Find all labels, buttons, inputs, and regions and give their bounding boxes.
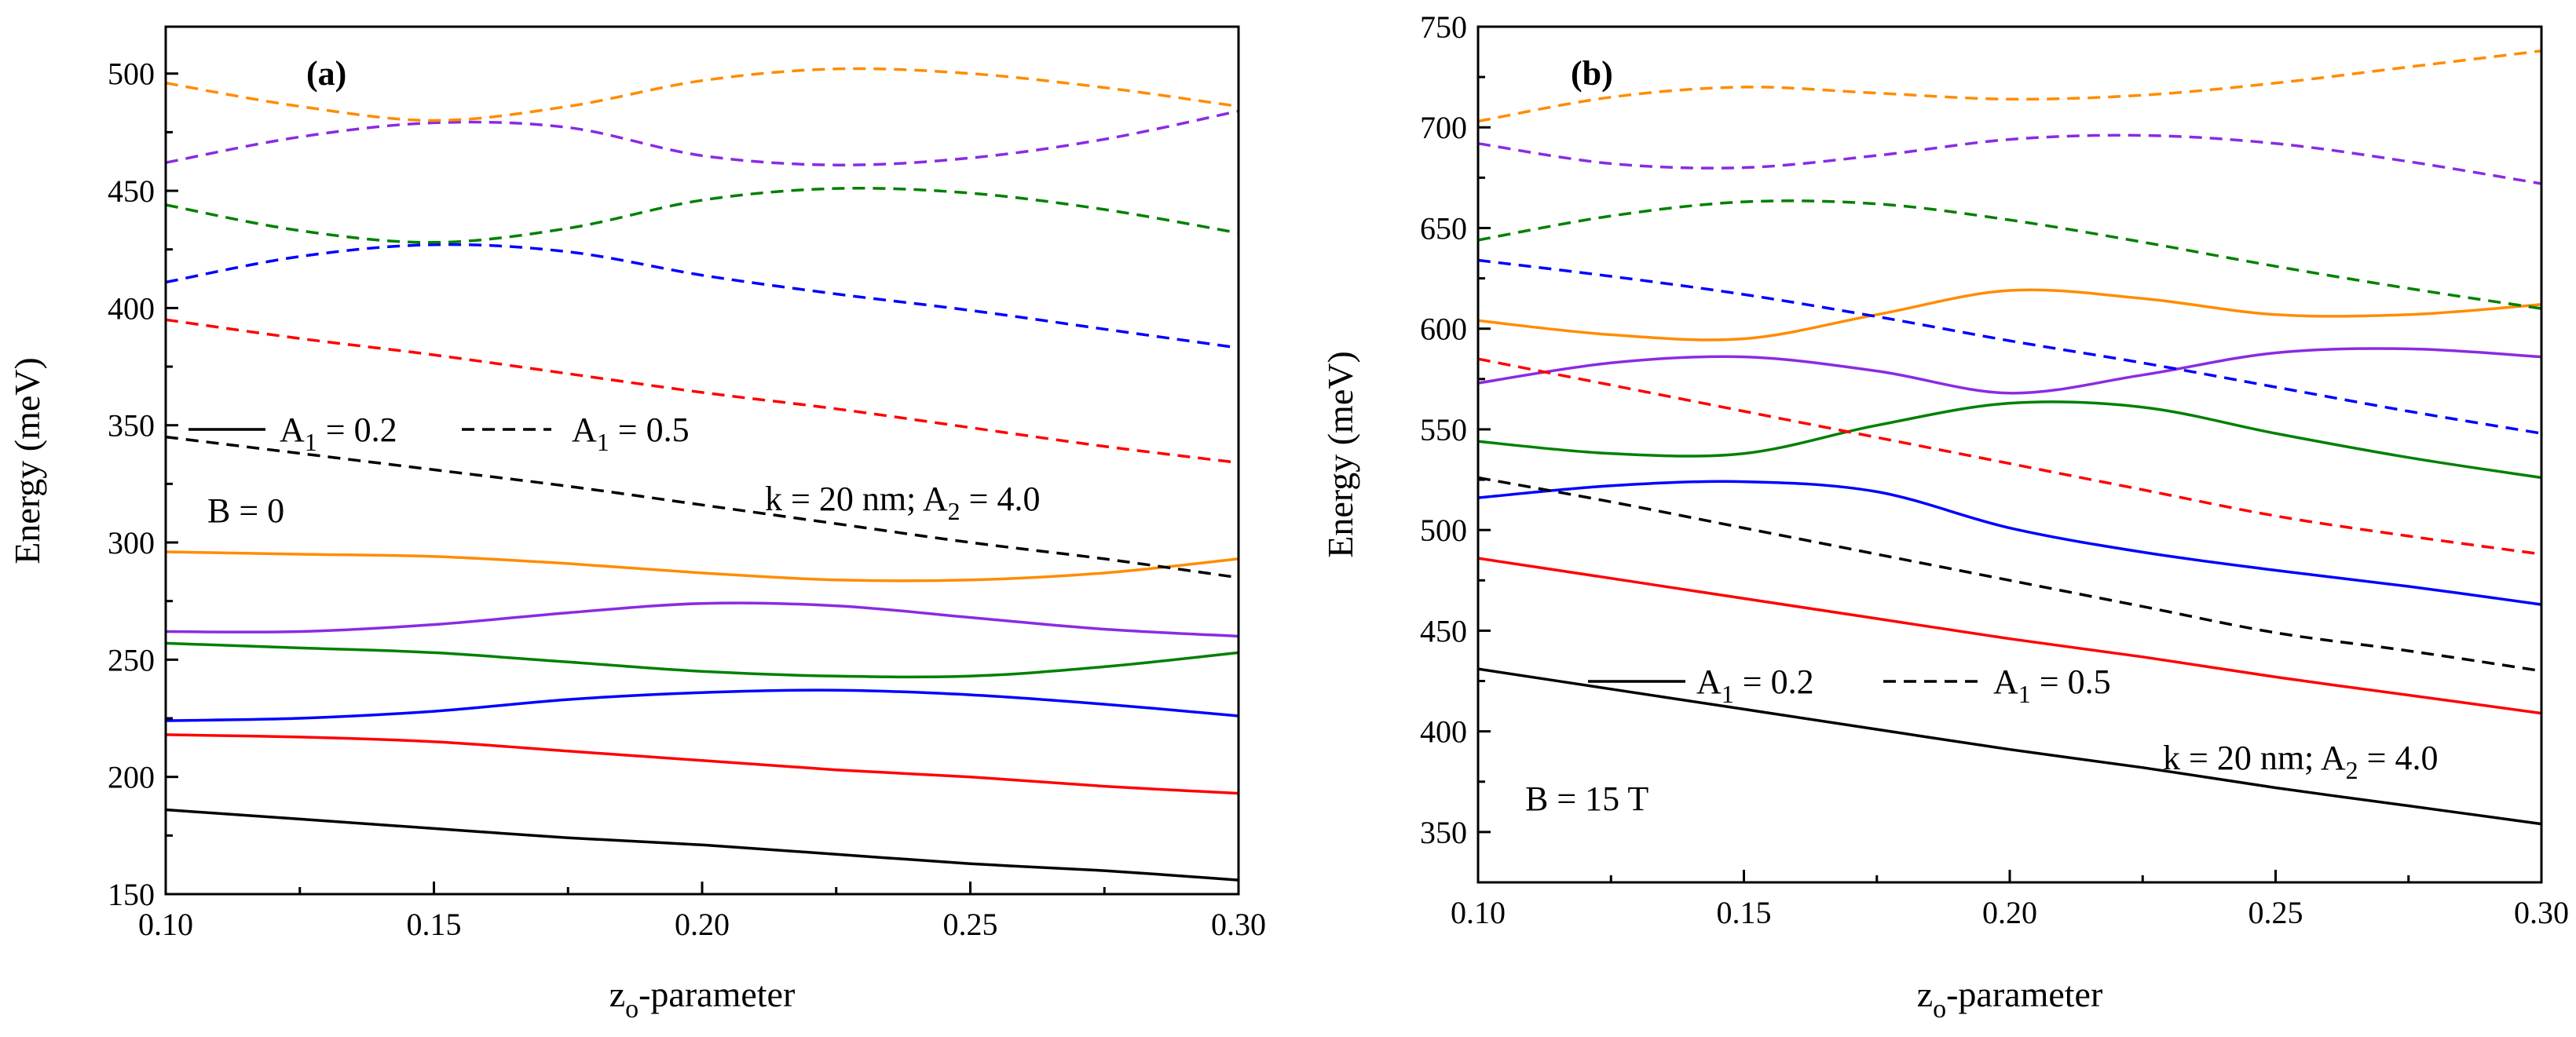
panel-a-series-dashed-orange — [165, 67, 1239, 122]
panel-a-label: (a) — [306, 54, 346, 93]
panel-b-params-post: = 4.0 — [2358, 739, 2439, 777]
panel-a-series-solid-red — [165, 733, 1239, 795]
panel-a-params-sub: 2 — [948, 497, 961, 525]
panel-b-series-dashed-orange — [1477, 49, 2542, 123]
panel-a-legend-solid-pre: A — [280, 411, 305, 449]
panel-a-params-pre: k = 20 nm; A — [765, 480, 948, 518]
panel-a-xlabel-rest: -parameter — [639, 974, 795, 1014]
panel-b-xtick-label: 0.30 — [2514, 895, 2569, 930]
panel-a-series-dashed-blue — [165, 243, 1239, 349]
panel-b-ylabel: Energy (meV) — [1320, 351, 1360, 558]
panel-b-series-solid-black — [1477, 667, 2542, 826]
panel-b-series-dashed-red — [1477, 357, 2542, 556]
panel-b-legend-dashed-pre: A — [1993, 663, 2018, 701]
panel-b-legend-solid-sub: 1 — [1722, 680, 1734, 708]
panel-a-legend-dashed-post: = 0.5 — [609, 411, 690, 449]
panel-b-xtick-label: 0.10 — [1451, 895, 1506, 930]
panel-b-legend-solid-pre: A — [1696, 663, 1722, 701]
panel-a-xtick-label: 0.30 — [1211, 907, 1266, 942]
panel-a-ytick-label: 450 — [108, 173, 155, 209]
panel-b-series-dashed-black — [1477, 476, 2542, 673]
panel-b-ticks: 0.10 0.15 0.20 0.25 0.30 350 400 450 500 550 600 65… — [1420, 9, 2569, 930]
panel-a-series-dashed-black — [165, 435, 1239, 579]
panel-b-ytick-label: 650 — [1420, 210, 1467, 246]
panel-a-series-solid-black — [165, 808, 1239, 882]
panel-a-xtick-label: 0.10 — [138, 907, 193, 942]
panel-b-label: (b) — [1571, 54, 1613, 93]
panel-b-ytick-label: 550 — [1420, 412, 1467, 447]
panel-b-legend-solid-post: = 0.2 — [1734, 663, 1814, 701]
panel-b-params-pre: k = 20 nm; A — [2163, 739, 2346, 777]
panel-b-field-annotation: B = 15 T — [1525, 780, 1648, 818]
panel-a-xtick-label: 0.20 — [675, 907, 730, 942]
panel-b-series-solid-green — [1477, 400, 2542, 480]
panel-b: 0.10 0.15 0.20 0.25 0.30 350 400 450 500 550 600 65… — [1320, 9, 2569, 1024]
panel-a-series-solid-orange — [165, 550, 1239, 582]
panel-b-legend-solid-label: A1 = 0.2 — [1696, 663, 1814, 708]
panel-b-plot-area — [1477, 49, 2542, 826]
panel-a-xlabel-main: z — [609, 974, 625, 1014]
panel-b-series-dashed-green — [1477, 199, 2542, 310]
panel-a-params-post: = 4.0 — [961, 480, 1041, 518]
panel-a-series-dashed-violet — [165, 109, 1239, 166]
panel-a-xlabel: zo-parameter — [609, 974, 796, 1024]
panel-a-ytick-label: 500 — [108, 57, 155, 92]
panel-b-ytick-label: 450 — [1420, 613, 1467, 648]
panel-b-legend-dashed-label: A1 = 0.5 — [1993, 663, 2111, 708]
panel-a-field-annotation: B = 0 — [207, 491, 284, 530]
panel-a-legend-solid-sub: 1 — [305, 428, 317, 456]
panel-b-ytick-label: 400 — [1420, 714, 1467, 750]
panel-a-ytick-label: 300 — [108, 525, 155, 560]
panel-b-ytick-label: 600 — [1420, 312, 1467, 347]
panel-a-legend-dashed-label: A1 = 0.5 — [572, 411, 690, 456]
panel-b-ytick-label: 350 — [1420, 815, 1467, 850]
panel-b-series-solid-blue — [1477, 480, 2542, 606]
panel-b-xtick-label: 0.15 — [1717, 895, 1772, 930]
panel-a: 0.10 0.15 0.20 0.25 0.30 150 200 250 300 350 400 45… — [7, 25, 1266, 1024]
panel-a-series-solid-blue — [165, 688, 1239, 722]
panel-a-ytick-label: 200 — [108, 760, 155, 795]
panel-a-xlabel-sub: o — [625, 995, 639, 1024]
panel-a-ytick-label: 250 — [108, 642, 155, 677]
panel-a-ticks: 0.10 0.15 0.20 0.25 0.30 150 200 250 300 350 400 45… — [108, 57, 1266, 942]
panel-b-xtick-label: 0.20 — [1982, 895, 2037, 930]
panel-b-series-dashed-violet — [1477, 133, 2542, 185]
panel-a-ytick-label: 350 — [108, 408, 155, 444]
panel-b-series-solid-violet — [1477, 347, 2542, 395]
panel-a-ytick-label: 150 — [108, 877, 155, 912]
panel-a-legend-dashed-sub: 1 — [597, 428, 609, 456]
panel-b-params-annotation: k = 20 nm; A2 = 4.0 — [2163, 739, 2438, 784]
panel-b-params-sub: 2 — [2346, 756, 2358, 784]
panel-b-xlabel-rest: -parameter — [1946, 974, 2102, 1014]
panel-a-series-dashed-green — [165, 186, 1239, 244]
panel-a-ylabel: Energy (meV) — [7, 357, 47, 564]
panel-a-legend-solid-post: = 0.2 — [317, 411, 397, 449]
panel-a-xtick-label: 0.15 — [407, 907, 462, 942]
panel-a-plot-area — [165, 67, 1239, 882]
panel-b-series-solid-orange — [1477, 288, 2542, 341]
panel-b-series-dashed-blue — [1477, 258, 2542, 435]
panel-a-xtick-label: 0.25 — [943, 907, 998, 942]
panel-b-ytick-label: 500 — [1420, 513, 1467, 548]
panel-b-xlabel-sub: o — [1933, 995, 1946, 1024]
panel-b-legend-dashed-post: = 0.5 — [2031, 663, 2111, 701]
panel-b-series-solid-red — [1477, 557, 2542, 715]
panel-a-legend-dashed-pre: A — [572, 411, 597, 449]
panel-a-series-solid-violet — [165, 601, 1239, 638]
panel-a-series-solid-green — [165, 641, 1239, 679]
panel-a-ytick-label: 400 — [108, 290, 155, 326]
panel-b-xlabel-main: z — [1917, 974, 1933, 1014]
panel-b-xlabel: zo-parameter — [1917, 974, 2103, 1024]
panel-b-ytick-label: 700 — [1420, 110, 1467, 145]
panel-a-params-annotation: k = 20 nm; A2 = 4.0 — [765, 480, 1040, 525]
panel-b-ytick-label: 750 — [1420, 9, 1467, 45]
panel-b-xtick-label: 0.25 — [2249, 895, 2303, 930]
panel-a-legend-solid-label: A1 = 0.2 — [280, 411, 397, 456]
panel-a-series-dashed-red — [165, 318, 1239, 465]
panel-b-legend-dashed-sub: 1 — [2018, 680, 2031, 708]
